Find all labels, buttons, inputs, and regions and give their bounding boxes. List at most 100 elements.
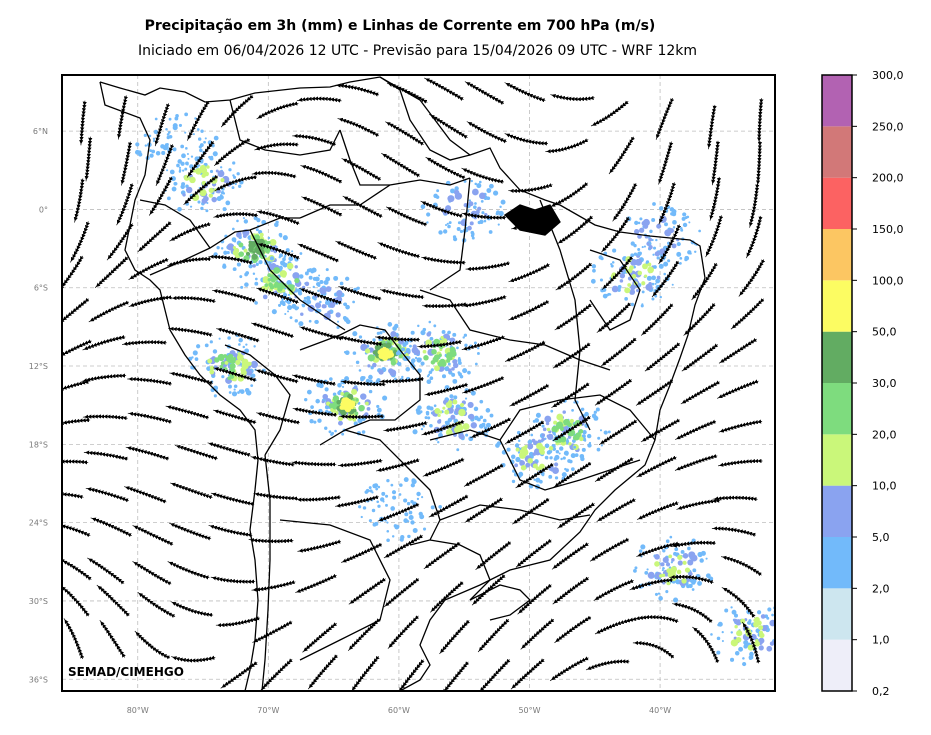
streamline [424,77,464,101]
streamline [590,100,629,127]
streamline [307,654,339,690]
streamline [117,95,129,140]
streamline [210,576,256,584]
streamline [423,541,461,570]
streamline [461,167,504,184]
streamline [81,373,127,383]
streamline [248,538,294,544]
streamline [385,206,428,227]
streamline [596,302,632,333]
streamline [291,460,337,467]
streamline [340,379,386,387]
streamline [600,337,637,367]
streamline [338,286,382,301]
streamline [124,486,167,504]
streamline [338,335,383,347]
streamline [464,81,505,105]
streamline [422,457,465,477]
streamline [676,498,721,510]
streamline [171,655,216,663]
streamline [88,300,130,323]
streamline [84,136,93,182]
streamline [386,82,428,104]
streamline [636,455,677,478]
streamline [134,630,171,660]
streamline [342,195,383,219]
streamline [730,298,765,330]
streamline [387,615,420,649]
credit-label: SEMAD/CIMEHGO [68,665,184,679]
colorbar-label: 0,2 [872,685,890,698]
streamline [504,133,549,146]
streamline [125,446,170,461]
streamline [430,581,464,613]
lat-tick-label: 6°S [34,284,48,293]
streamline [669,574,714,585]
streamline [297,539,342,553]
colorbar-swatch [822,126,852,178]
streamline [471,574,506,606]
streamline [292,407,338,417]
border-peru-bolivia [224,344,291,456]
colorbar-swatch [822,280,852,332]
streamline [756,140,763,186]
streamline [120,141,133,186]
streamline [741,621,761,664]
streamline [154,103,171,147]
streamline [96,584,130,617]
streamline [422,302,467,309]
streamline [504,420,545,445]
colorbar-swatch [822,639,852,691]
streamline [691,262,718,301]
streamline [681,343,719,372]
streamline [168,326,213,338]
streamline [589,537,629,562]
streamline [417,339,462,349]
colorbar-swatch [822,588,852,640]
lat-tick-label: 24°S [29,519,48,528]
streamline [477,618,510,653]
streamline [552,576,589,605]
streamline [73,178,85,223]
streamline [128,295,173,308]
streamline [421,419,465,436]
streamline [208,254,253,265]
streamline [213,409,257,425]
streamline [106,223,134,261]
streamline [257,243,300,260]
streamline [295,495,341,502]
streamline [555,262,593,291]
streamline [420,200,463,219]
streamline [508,183,553,194]
streamline [62,491,84,500]
streamline [557,215,594,245]
streamline [216,327,260,343]
streamline [601,216,631,253]
streamline [213,137,251,167]
streamline [251,580,296,592]
streamline [718,337,757,364]
streamline [504,340,546,362]
colorbar-label: 200,0 [872,172,904,185]
streamline [585,659,630,671]
lon-tick-label: 40°W [649,706,671,715]
streamline [508,299,550,321]
colorbar-swatch [822,331,852,383]
streamline [718,419,763,433]
colorbar-swatch [822,537,852,589]
streamline [520,618,555,650]
streamline [612,183,638,222]
colorbar-label: 150,0 [872,223,904,236]
streamline [745,215,763,259]
streamline [255,369,299,384]
lat-tick-label: 36°S [29,675,48,684]
streamline [62,459,89,465]
streamline [214,175,258,192]
streamline [551,542,589,570]
streamline [260,658,293,691]
streamline [295,573,337,593]
streamline [658,141,674,185]
colorbar-swatch [822,485,852,537]
streamline [692,626,720,664]
